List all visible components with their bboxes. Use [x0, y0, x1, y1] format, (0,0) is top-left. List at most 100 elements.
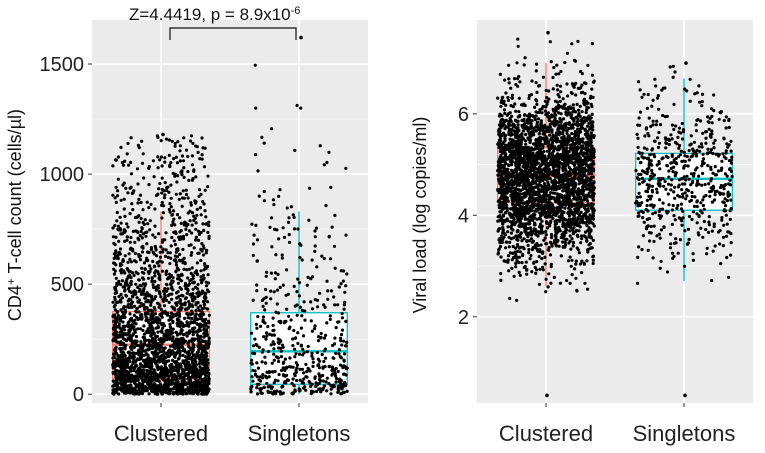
viral-load-clustered-point	[516, 249, 520, 253]
cd4-clustered-point	[159, 307, 163, 311]
cd4-clustered-point	[165, 283, 169, 287]
cd4-clustered-point	[155, 364, 159, 368]
cd4-singletons-point	[269, 343, 273, 347]
cd4-singletons-point	[344, 373, 348, 377]
cd4-clustered-point	[138, 234, 142, 238]
cd4-clustered-point	[201, 273, 205, 277]
viral-load-clustered-point	[573, 267, 577, 271]
cd4-clustered-point	[183, 281, 188, 286]
cd4-singletons-point	[305, 370, 309, 374]
cd4-clustered-point	[112, 319, 116, 323]
cd4-clustered-point	[160, 323, 164, 327]
cd4-clustered-point	[192, 357, 196, 362]
cd4-clustered-point	[141, 383, 145, 387]
cd4-clustered-point	[136, 201, 140, 205]
cd4-singletons-point	[305, 350, 309, 354]
cd4-singletons-point	[299, 106, 303, 110]
cd4-clustered-point	[179, 308, 183, 312]
viral-load-clustered-point	[573, 130, 577, 134]
cd4-clustered-point	[204, 352, 208, 356]
cd4-singletons-point	[333, 266, 337, 270]
cd4-singletons-point	[334, 351, 338, 355]
cd4-singletons-point	[272, 381, 276, 385]
cd4-clustered-point	[144, 230, 148, 235]
cd4-clustered-point	[171, 320, 175, 324]
cd4-clustered-point	[150, 276, 154, 280]
cd4-singletons-point	[289, 205, 293, 209]
cd4-clustered-point	[127, 366, 131, 370]
cd4-clustered-point	[182, 378, 186, 382]
cd4-clustered-point	[206, 230, 210, 234]
cd4-clustered-point	[162, 324, 166, 328]
viral-load-clustered-point	[570, 42, 574, 46]
viral-load-clustered-point	[544, 88, 548, 92]
cd4-singletons-point	[309, 384, 313, 388]
cd4-clustered-point	[158, 181, 162, 186]
viral-load-clustered-point	[592, 187, 596, 192]
viral-load-clustered-point	[590, 202, 594, 206]
cd4-clustered-point	[134, 229, 138, 233]
cd4-clustered-point	[175, 266, 179, 270]
cd4-clustered-point	[114, 263, 118, 267]
cd4-clustered-point	[144, 318, 148, 323]
viral-load-clustered-point	[531, 239, 536, 243]
cd4-clustered-point	[122, 207, 126, 211]
cd4-clustered-point	[118, 269, 123, 273]
cd4-clustered-point	[186, 196, 190, 200]
cd4-clustered-point	[170, 379, 174, 383]
cd4-clustered-point	[127, 305, 131, 310]
cd4-clustered-point	[138, 316, 142, 321]
cd4-singletons-point	[271, 340, 275, 344]
cd4-clustered-point	[198, 346, 202, 350]
cd4-singletons-point	[264, 274, 268, 278]
cd4-clustered-point	[123, 374, 127, 378]
cd4-clustered-point	[166, 277, 170, 281]
cd4-singletons-point	[251, 242, 256, 246]
viral-load-clustered-point	[544, 141, 548, 145]
cd4-singletons-point	[287, 216, 291, 220]
cd4-clustered-point	[153, 345, 157, 349]
viral-load-clustered-point	[500, 240, 504, 244]
cd4-clustered-point	[198, 157, 202, 161]
cd4-clustered-point	[175, 213, 180, 217]
cd4-singletons-point	[321, 379, 325, 383]
viral-load-clustered-point	[517, 195, 521, 199]
cd4-clustered-point	[121, 324, 125, 328]
viral-load-clustered-point	[582, 234, 586, 238]
cd4-clustered-point	[179, 331, 183, 335]
viral-load-clustered-point	[534, 69, 538, 73]
cd4-clustered-point	[111, 370, 115, 375]
cd4-clustered-point	[146, 358, 150, 362]
cd4-clustered-point	[184, 221, 188, 225]
cd4-singletons-point	[340, 343, 344, 347]
cd4-clustered-point	[183, 260, 187, 264]
viral-load-clustered-point	[513, 250, 517, 254]
cd4-singletons-point	[260, 360, 264, 364]
cd4-singletons-point	[334, 366, 338, 371]
viral-load-clustered-point	[524, 139, 528, 143]
cd4-clustered-point	[172, 360, 176, 364]
viral-load-clustered-point	[535, 102, 539, 106]
cd4-clustered-point	[148, 377, 152, 381]
cd4-clustered-point	[113, 308, 117, 312]
viral-load-clustered-point	[525, 272, 529, 276]
cd4-singletons-point	[286, 220, 291, 224]
viral-load-clustered-point	[517, 246, 522, 250]
cd4-clustered-point	[207, 224, 211, 228]
cd4-clustered-point	[174, 263, 178, 267]
cd4-clustered-point	[138, 305, 142, 309]
cd4-clustered-point	[190, 351, 194, 355]
cd4-clustered-point	[195, 317, 200, 321]
viral-load-clustered-point	[580, 110, 584, 114]
cd4-clustered-point	[150, 375, 154, 379]
cd4-clustered-point	[163, 351, 168, 355]
viral-load-clustered-point	[548, 253, 553, 257]
cd4-singletons-point	[253, 369, 257, 373]
cd4-clustered-point	[180, 170, 184, 174]
cd4-clustered-point	[121, 320, 125, 324]
cd4-clustered-point	[132, 189, 136, 193]
cd4-singletons-point	[289, 365, 293, 369]
viral-load-clustered-point	[556, 106, 561, 110]
cd4-clustered-point	[191, 392, 195, 396]
cd4-singletons-point	[317, 377, 322, 382]
